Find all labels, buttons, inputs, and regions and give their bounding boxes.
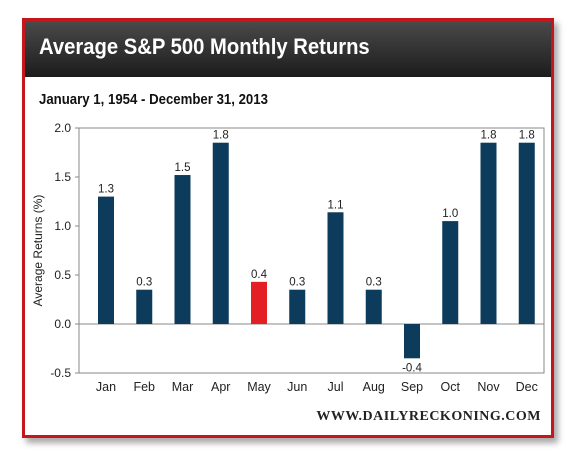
chart-title: Average S&P 500 Monthly Returns (39, 34, 370, 59)
bar-may (251, 281, 267, 324)
y-tick-label: 0.0 (54, 317, 71, 331)
source-watermark: WWW.DAILYRECKONING.COM (316, 409, 541, 424)
x-tick-label-dec: Dec (516, 380, 538, 394)
y-axis-label: Average Returns (%) (31, 195, 45, 307)
title-bar: Average S&P 500 Monthly Returns (25, 21, 551, 77)
value-label-nov: 1.8 (481, 130, 497, 142)
bar-nov (480, 142, 497, 324)
x-tick-label-may: May (247, 380, 271, 394)
plot-frame (78, 127, 545, 374)
value-label-jun: 0.3 (289, 277, 305, 289)
bar-jun (289, 289, 306, 324)
bar-aug (365, 289, 382, 324)
bar-jan (98, 196, 114, 324)
bar-dec (518, 142, 535, 324)
value-label-jul: 1.1 (328, 199, 344, 211)
x-tick-label-apr: Apr (211, 380, 230, 394)
y-tick-label: 1.0 (54, 219, 71, 233)
y-tick-label: -0.5 (50, 366, 71, 380)
x-tick-label-jun: Jun (287, 380, 307, 394)
x-tick-label-oct: Oct (441, 380, 461, 394)
x-tick-label-feb: Feb (133, 380, 155, 394)
value-label-dec: 1.8 (519, 130, 535, 142)
y-tick-label: 2.0 (54, 121, 71, 135)
value-label-apr: 1.8 (213, 130, 229, 142)
x-tick-label-nov: Nov (477, 380, 500, 394)
bar-oct (442, 221, 459, 324)
y-tick-label: 0.5 (54, 268, 71, 282)
x-tick-label-jul: Jul (328, 380, 344, 394)
bar-feb (136, 289, 153, 324)
chart-subtitle: January 1, 1954 - December 31, 2013 (39, 91, 268, 108)
value-label-feb: 0.3 (136, 277, 152, 289)
value-label-may: 0.4 (251, 269, 268, 281)
x-tick-label-aug: Aug (363, 380, 385, 394)
value-label-aug: 0.3 (366, 277, 382, 289)
x-tick-label-mar: Mar (172, 380, 194, 394)
bar-jul (327, 212, 344, 324)
value-label-sep: -0.4 (402, 362, 422, 374)
bar-sep (404, 324, 420, 359)
value-label-mar: 1.5 (175, 162, 191, 174)
bar-mar (174, 175, 191, 324)
x-tick-label-jan: Jan (96, 380, 116, 394)
value-label-jan: 1.3 (98, 184, 114, 196)
y-tick-label: 1.5 (54, 170, 71, 184)
value-label-oct: 1.0 (442, 208, 458, 220)
bar-apr (212, 142, 229, 324)
x-tick-label-sep: Sep (401, 380, 423, 394)
